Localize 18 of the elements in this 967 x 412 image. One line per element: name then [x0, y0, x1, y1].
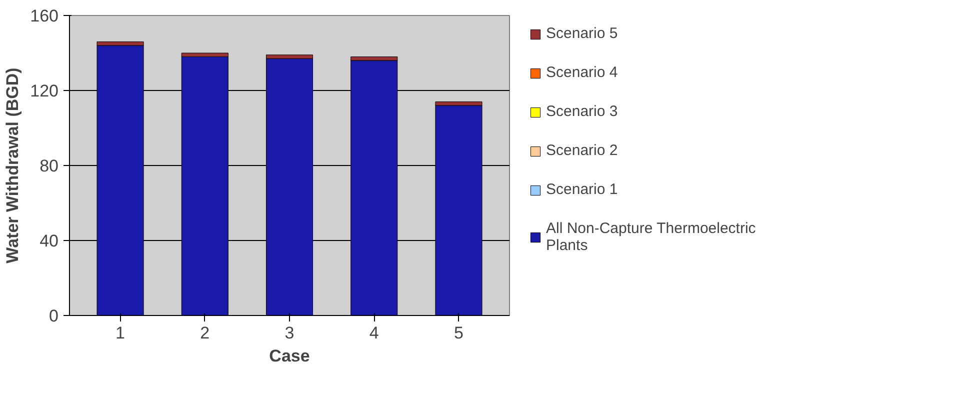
legend-label: Scenario 5: [546, 25, 618, 42]
y-tick-label: 0: [49, 306, 59, 326]
legend-label: Scenario 4: [546, 64, 618, 81]
x-tick-label: 5: [454, 324, 464, 342]
legend-label: All Non-Capture Thermoelectric Plants: [546, 220, 756, 254]
y-tick-label: 120: [30, 82, 59, 100]
legend-label: Scenario 1: [546, 181, 618, 198]
legend-label: Scenario 2: [546, 142, 618, 159]
y-tick-label: 80: [40, 156, 59, 176]
x-tick-label: 3: [284, 324, 294, 342]
legend-label: Scenario 3: [546, 103, 618, 120]
y-axis-title: Water Withdrawal (BGD): [3, 68, 22, 264]
x-tick-label: 2: [200, 324, 210, 342]
y-tick-label: 40: [40, 232, 59, 250]
x-tick-label: 1: [116, 324, 126, 342]
x-tick-label: 4: [369, 324, 379, 342]
x-axis-title: Case: [269, 346, 310, 366]
y-tick-label: 160: [30, 6, 59, 26]
